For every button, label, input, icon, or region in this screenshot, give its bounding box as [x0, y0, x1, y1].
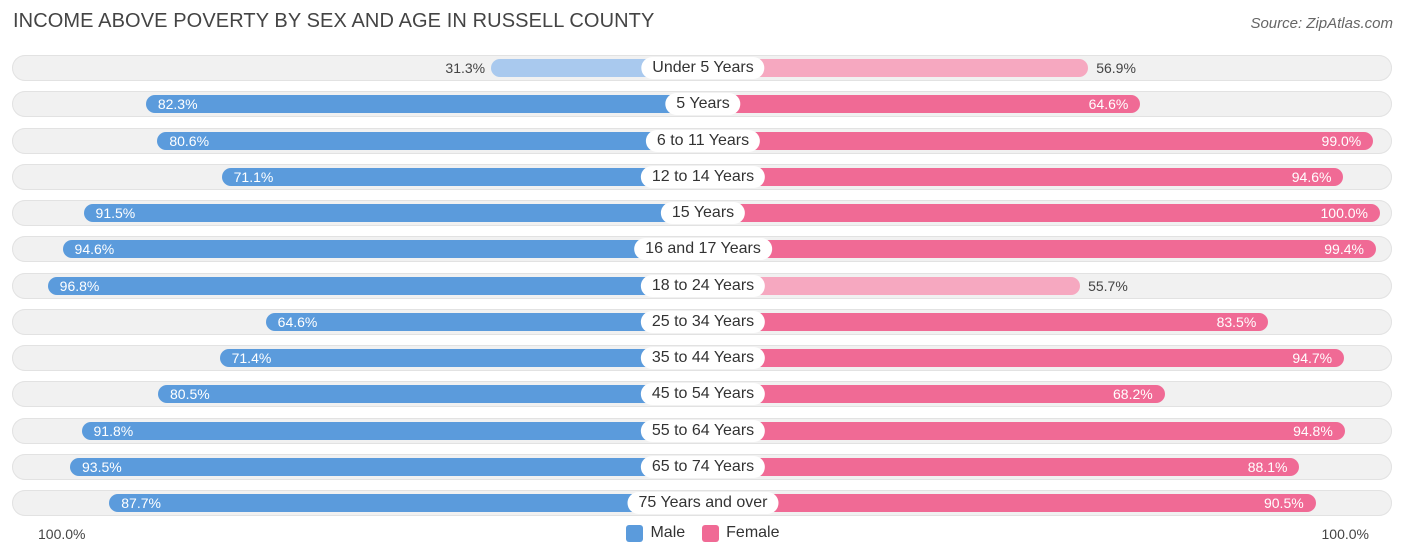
value-female-18-to-24-years: 55.7%: [1088, 278, 1128, 294]
value-female-5-years: 64.6%: [1088, 96, 1129, 112]
category-label-18-to-24-years: 18 to 24 Years: [640, 275, 766, 297]
value-female-25-to-34-years: 83.5%: [1216, 314, 1257, 330]
bar-male-75-years-and-over[interactable]: [109, 494, 703, 512]
category-label-16-and-17-years: 16 and 17 Years: [634, 238, 772, 260]
axis-right-label: 100.0%: [1321, 526, 1369, 542]
bar-female-12-to-14-years[interactable]: [703, 168, 1344, 186]
value-female-35-to-44-years: 94.7%: [1292, 350, 1333, 366]
bar-female-45-to-54-years[interactable]: [703, 385, 1165, 403]
legend-label-male: Male: [650, 524, 686, 541]
legend-swatch-female: [702, 524, 720, 542]
value-male-55-to-64-years: 91.8%: [93, 423, 134, 439]
bar-female-55-to-64-years[interactable]: [703, 422, 1345, 440]
bar-male-18-to-24-years[interactable]: [47, 277, 703, 295]
value-male-under-5-years: 31.3%: [445, 60, 486, 76]
value-female-65-to-74-years: 88.1%: [1247, 459, 1288, 475]
legend-item-male[interactable]: Male: [626, 524, 685, 542]
bar-female-35-to-44-years[interactable]: [703, 349, 1345, 367]
category-label-55-to-64-years: 55 to 64 Years: [640, 420, 766, 442]
value-female-15-years: 100.0%: [1320, 205, 1368, 221]
value-male-15-years: 91.5%: [95, 205, 136, 221]
bar-male-15-years[interactable]: [83, 204, 703, 222]
bar-male-35-to-44-years[interactable]: [219, 349, 703, 367]
value-male-16-and-17-years: 94.6%: [74, 241, 115, 257]
legend-swatch-male: [626, 524, 644, 542]
bar-female-75-years-and-over[interactable]: [703, 494, 1316, 512]
category-label-75-years-and-over: 75 Years and over: [627, 492, 779, 514]
value-female-16-and-17-years: 99.4%: [1324, 241, 1364, 257]
bar-male-6-to-11-years[interactable]: [157, 132, 703, 150]
value-male-45-to-54-years: 80.5%: [170, 386, 210, 402]
legend: Male Female: [0, 524, 1406, 542]
bar-female-15-years[interactable]: [703, 204, 1380, 222]
bar-female-6-to-11-years[interactable]: [703, 132, 1374, 150]
value-male-75-years-and-over: 87.7%: [121, 495, 161, 511]
category-label-35-to-44-years: 35 to 44 Years: [640, 347, 766, 369]
value-male-25-to-34-years: 64.6%: [277, 314, 318, 330]
bar-male-45-to-54-years[interactable]: [158, 385, 703, 403]
category-label-5-years: 5 Years: [665, 93, 741, 115]
value-female-55-to-64-years: 94.8%: [1293, 423, 1333, 439]
value-male-6-to-11-years: 80.6%: [169, 133, 210, 149]
value-male-35-to-44-years: 71.4%: [231, 350, 272, 366]
bar-female-16-and-17-years[interactable]: [703, 240, 1376, 258]
value-female-under-5-years: 56.9%: [1096, 60, 1136, 76]
chart-title: INCOME ABOVE POVERTY BY SEX AND AGE IN R…: [13, 10, 655, 32]
value-male-12-to-14-years: 71.1%: [233, 169, 274, 185]
bar-male-65-to-74-years[interactable]: [70, 458, 703, 476]
bar-male-55-to-64-years[interactable]: [81, 422, 703, 440]
value-male-18-to-24-years: 96.8%: [59, 278, 100, 294]
value-female-12-to-14-years: 94.6%: [1291, 169, 1332, 185]
category-label-15-years: 15 Years: [660, 202, 746, 224]
category-label-6-to-11-years: 6 to 11 Years: [645, 130, 761, 152]
legend-label-female: Female: [726, 524, 780, 541]
category-label-12-to-14-years: 12 to 14 Years: [640, 166, 766, 188]
value-female-45-to-54-years: 68.2%: [1113, 386, 1153, 402]
value-female-75-years-and-over: 90.5%: [1263, 495, 1304, 511]
bar-male-12-to-14-years[interactable]: [221, 168, 703, 186]
bar-male-25-to-34-years[interactable]: [265, 313, 703, 331]
bar-female-65-to-74-years[interactable]: [703, 458, 1300, 476]
value-female-6-to-11-years: 99.0%: [1321, 133, 1362, 149]
bar-female-under-5-years[interactable]: [703, 59, 1089, 77]
value-male-65-to-74-years: 93.5%: [82, 459, 122, 475]
axis-left-label: 100.0%: [38, 526, 86, 542]
bar-male-16-and-17-years[interactable]: [62, 240, 703, 258]
category-label-under-5-years: Under 5 Years: [641, 57, 765, 79]
legend-item-female[interactable]: Female: [702, 524, 780, 542]
category-label-25-to-34-years: 25 to 34 Years: [640, 311, 766, 333]
bar-female-18-to-24-years[interactable]: [703, 277, 1081, 295]
category-label-65-to-74-years: 65 to 74 Years: [640, 456, 766, 478]
category-label-45-to-54-years: 45 to 54 Years: [640, 383, 766, 405]
bar-male-5-years[interactable]: [145, 95, 703, 113]
value-male-5-years: 82.3%: [157, 96, 198, 112]
bar-female-25-to-34-years[interactable]: [703, 313, 1269, 331]
source-note: Source: ZipAtlas.com: [1250, 15, 1393, 32]
bar-female-5-years[interactable]: [703, 95, 1141, 113]
